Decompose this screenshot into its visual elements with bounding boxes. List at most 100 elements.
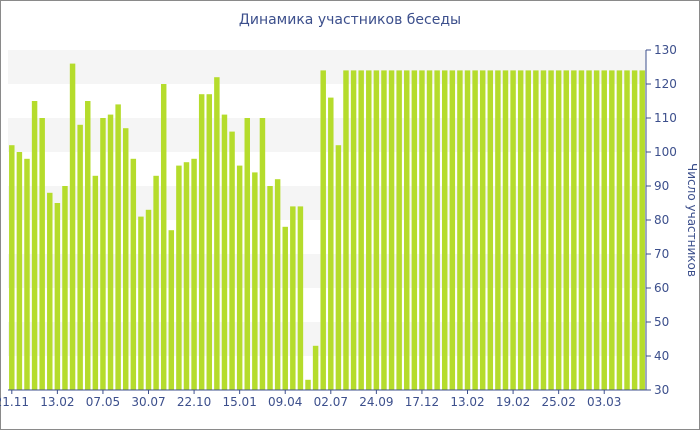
bar [381,70,387,391]
bar [434,70,440,391]
x-tick-label: 03.03 [587,395,621,409]
bar [426,70,433,391]
bar [183,162,190,390]
bar [639,70,645,391]
bar [555,70,562,391]
bar [601,70,607,391]
bar [343,70,349,391]
bar [122,128,129,390]
y-tick-label: 100 [654,145,677,159]
y-tick-label: 40 [654,349,669,363]
bar [335,145,342,390]
x-tick-label: 21.11 [0,395,29,409]
bar [411,70,418,391]
bar [206,94,213,390]
y-tick-label: 80 [654,213,669,227]
bar [236,165,243,390]
bar [350,70,357,391]
bar [130,158,137,390]
bar [115,104,121,391]
grid-band [8,322,646,356]
y-tick-label: 30 [654,383,669,397]
bar [145,209,152,390]
bar [517,70,524,391]
bar [107,114,114,390]
bar [457,70,463,391]
bar [616,70,623,391]
bar [525,70,532,391]
bar [502,70,509,391]
bar [540,70,547,391]
bar [31,101,38,390]
bar [328,97,334,390]
bar [62,186,68,390]
grid-band [8,118,646,152]
bar [586,70,592,391]
bar [593,70,600,391]
bar [297,206,304,390]
x-tick-label: 13.02 [40,395,74,409]
bar [54,203,61,390]
bar [563,70,569,391]
bar [244,118,250,390]
bar [472,70,478,391]
bar [290,206,296,390]
bar [85,101,91,390]
x-tick-label: 24.09 [359,395,393,409]
y-tick-label: 50 [654,315,669,329]
bars-group [9,63,645,391]
bar [548,70,554,391]
bar [176,165,182,390]
bar [464,70,471,391]
y-tick-label: 110 [654,111,677,125]
bar [16,152,23,390]
grid-band [8,186,646,220]
bar [221,114,228,390]
bar [160,84,167,390]
bar [214,77,220,390]
bar [404,70,410,391]
bar [533,70,539,391]
y-tick-label: 90 [654,179,669,193]
bar [571,70,577,391]
grid-band [8,220,646,254]
bar [47,192,53,390]
y-axis-title: Число участников [685,163,699,277]
bar [578,70,585,391]
bar [449,70,456,391]
y-tick-label: 120 [654,77,677,91]
grid-band [8,254,646,288]
bar [24,158,30,390]
grid-band [8,152,646,186]
y-tick-label: 130 [654,43,677,57]
x-tick-label: 15.01 [222,395,256,409]
bar [39,118,45,390]
bar [153,175,159,390]
x-tick-label: 02.07 [314,395,348,409]
bar [9,145,15,390]
bar [100,118,106,390]
bar [609,70,615,391]
bar [441,70,448,391]
bar [419,70,425,391]
bar [168,230,175,390]
bar [510,70,516,391]
bar [229,131,235,390]
bar [92,175,99,390]
grid-band [8,288,646,322]
x-tick-label: 22.10 [177,395,211,409]
bar [267,186,273,390]
grid-band [8,50,646,84]
bar [282,226,288,390]
x-tick-label: 07.05 [86,395,120,409]
bar [495,70,501,391]
chart-title: Динамика участников беседы [238,12,462,28]
x-tick-label: 09.04 [268,395,302,409]
bar [259,118,266,390]
bar [252,172,258,390]
bar [138,216,144,390]
x-tick-label: 25.02 [541,395,575,409]
bar [198,94,205,390]
y-tick-label: 70 [654,247,669,261]
